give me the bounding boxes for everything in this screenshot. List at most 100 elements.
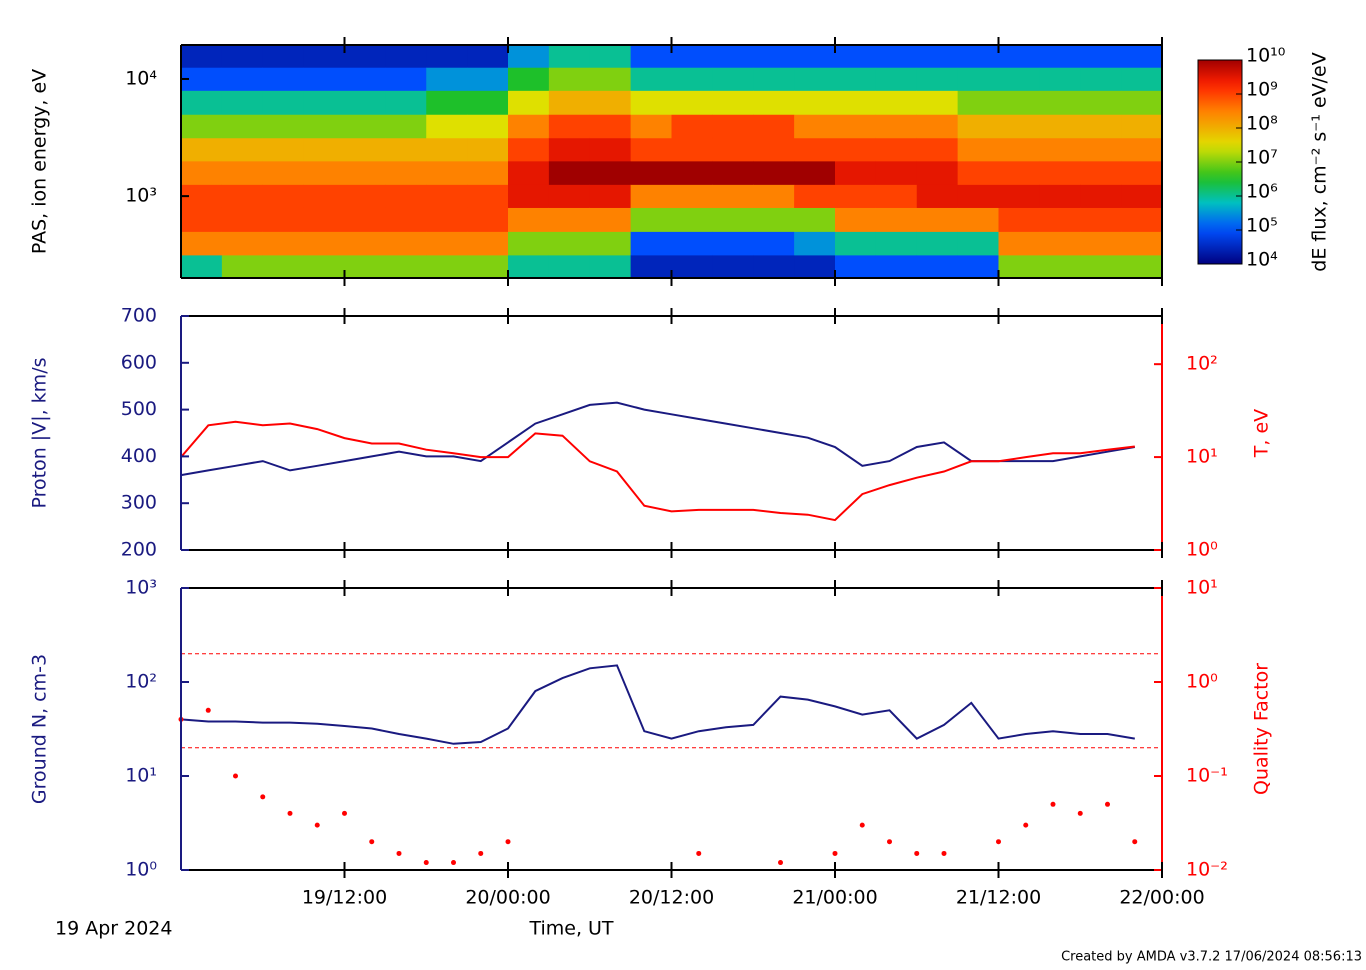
data-point — [1105, 801, 1110, 807]
heatmap-cell — [508, 90, 550, 115]
heatmap-cell — [753, 90, 795, 115]
heatmap-cell — [426, 114, 468, 139]
heatmap-cell — [835, 254, 877, 279]
y2-tick-label: 10⁰ — [1186, 671, 1218, 693]
heatmap-cell — [589, 67, 632, 91]
data-point — [696, 850, 702, 856]
heatmap-cell — [262, 231, 305, 256]
heatmap-cell — [671, 160, 713, 185]
heatmap-cell — [630, 254, 672, 279]
y-axis-label: Ground N, cm-3 — [29, 654, 51, 804]
data-point — [423, 860, 429, 866]
heatmap-cell — [344, 160, 386, 185]
heatmap-cell — [753, 207, 795, 232]
heatmap-cell — [426, 67, 468, 91]
heatmap-cell — [712, 207, 754, 232]
heatmap-cell — [712, 160, 754, 185]
heatmap-cell — [548, 184, 591, 208]
x-tick-label: 21/12:00 — [956, 887, 1041, 909]
heatmap-cell — [508, 184, 550, 208]
heatmap-cell — [426, 231, 468, 256]
heatmap-cell — [589, 184, 632, 208]
heatmap-cell — [385, 137, 427, 162]
y2-axis-label: T, eV — [1251, 409, 1273, 458]
heatmap-cell — [875, 231, 918, 256]
heatmap-cell — [344, 231, 386, 256]
heatmap-cell — [1121, 45, 1163, 68]
heatmap-cell — [221, 231, 264, 256]
data-point — [451, 860, 456, 866]
heatmap-cell — [385, 184, 427, 208]
heatmap-cell — [1039, 137, 1081, 162]
heatmap-cell — [221, 67, 264, 91]
heatmap-cell — [957, 254, 999, 279]
heatmap-cell — [630, 137, 672, 162]
heatmap-cell — [508, 160, 550, 185]
heatmap-cell — [712, 45, 754, 68]
heatmap-cell — [835, 207, 877, 232]
heatmap-cell — [262, 160, 305, 185]
heatmap-cell — [1039, 207, 1081, 232]
heatmap-cell — [630, 160, 672, 185]
y-tick-label: 10⁴ — [125, 67, 157, 89]
heatmap-cell — [467, 45, 509, 68]
heatmap-cell — [712, 90, 754, 115]
heatmap-cell — [1121, 67, 1163, 91]
heatmap-cell — [385, 207, 427, 232]
start-date: 19 Apr 2024 — [55, 918, 172, 940]
heatmap-cell — [712, 184, 754, 208]
heatmap-cell — [508, 67, 550, 91]
data-point — [287, 810, 293, 816]
heatmap-cell — [916, 160, 959, 185]
heatmap-cell — [344, 114, 386, 139]
heatmap-cell — [957, 45, 999, 68]
heatmap-cell — [916, 254, 959, 279]
heatmap-cell — [1039, 184, 1081, 208]
heatmap-cell — [712, 137, 754, 162]
data-line — [180, 420, 1135, 522]
x-tick-label: 19/12:00 — [302, 887, 387, 909]
data-point — [260, 794, 266, 800]
heatmap-cell — [1039, 67, 1081, 91]
data-point — [1023, 822, 1029, 828]
heatmap-cell — [385, 90, 427, 115]
data-point — [342, 810, 347, 816]
heatmap-cell — [344, 207, 386, 232]
heatmap-cell — [916, 207, 959, 232]
heatmap-cell — [181, 231, 223, 256]
heatmap-cell — [385, 114, 427, 139]
heatmap-cell — [1080, 184, 1122, 208]
heatmap-cell — [1080, 160, 1122, 185]
heatmap-cell — [875, 207, 918, 232]
panel — [181, 45, 1163, 279]
heatmap-cell — [835, 45, 877, 68]
heatmap-cell — [467, 231, 509, 256]
heatmap-cell — [181, 137, 223, 162]
heatmap-cell — [508, 207, 550, 232]
heatmap-cell — [794, 90, 836, 115]
heatmap-cell — [467, 90, 509, 115]
heatmap-cell — [712, 114, 754, 139]
heatmap-cell — [548, 254, 591, 279]
heatmap-cell — [630, 184, 672, 208]
y-tick-label: 200 — [121, 539, 157, 561]
y2-tick-label: 10⁻¹ — [1186, 765, 1228, 787]
heatmap-cell — [998, 90, 1040, 115]
heatmap-cell — [1039, 90, 1081, 115]
heatmap-cell — [548, 90, 591, 115]
colorbar-tick-label: 10¹⁰ — [1246, 45, 1285, 67]
heatmap-cell — [630, 90, 672, 115]
heatmap-cell — [303, 114, 345, 139]
colorbar-tick-label: 10⁷ — [1246, 147, 1278, 169]
heatmap-cell — [916, 67, 959, 91]
heatmap-cell — [508, 45, 550, 68]
heatmap-cell — [916, 184, 959, 208]
heatmap-cell — [467, 184, 509, 208]
y-tick-label: 700 — [121, 305, 157, 327]
colorbar — [1197, 59, 1243, 265]
y-tick-label: 10⁰ — [125, 859, 157, 881]
heatmap-cell — [957, 160, 999, 185]
heatmap-cell — [262, 137, 305, 162]
heatmap-cell — [957, 184, 999, 208]
